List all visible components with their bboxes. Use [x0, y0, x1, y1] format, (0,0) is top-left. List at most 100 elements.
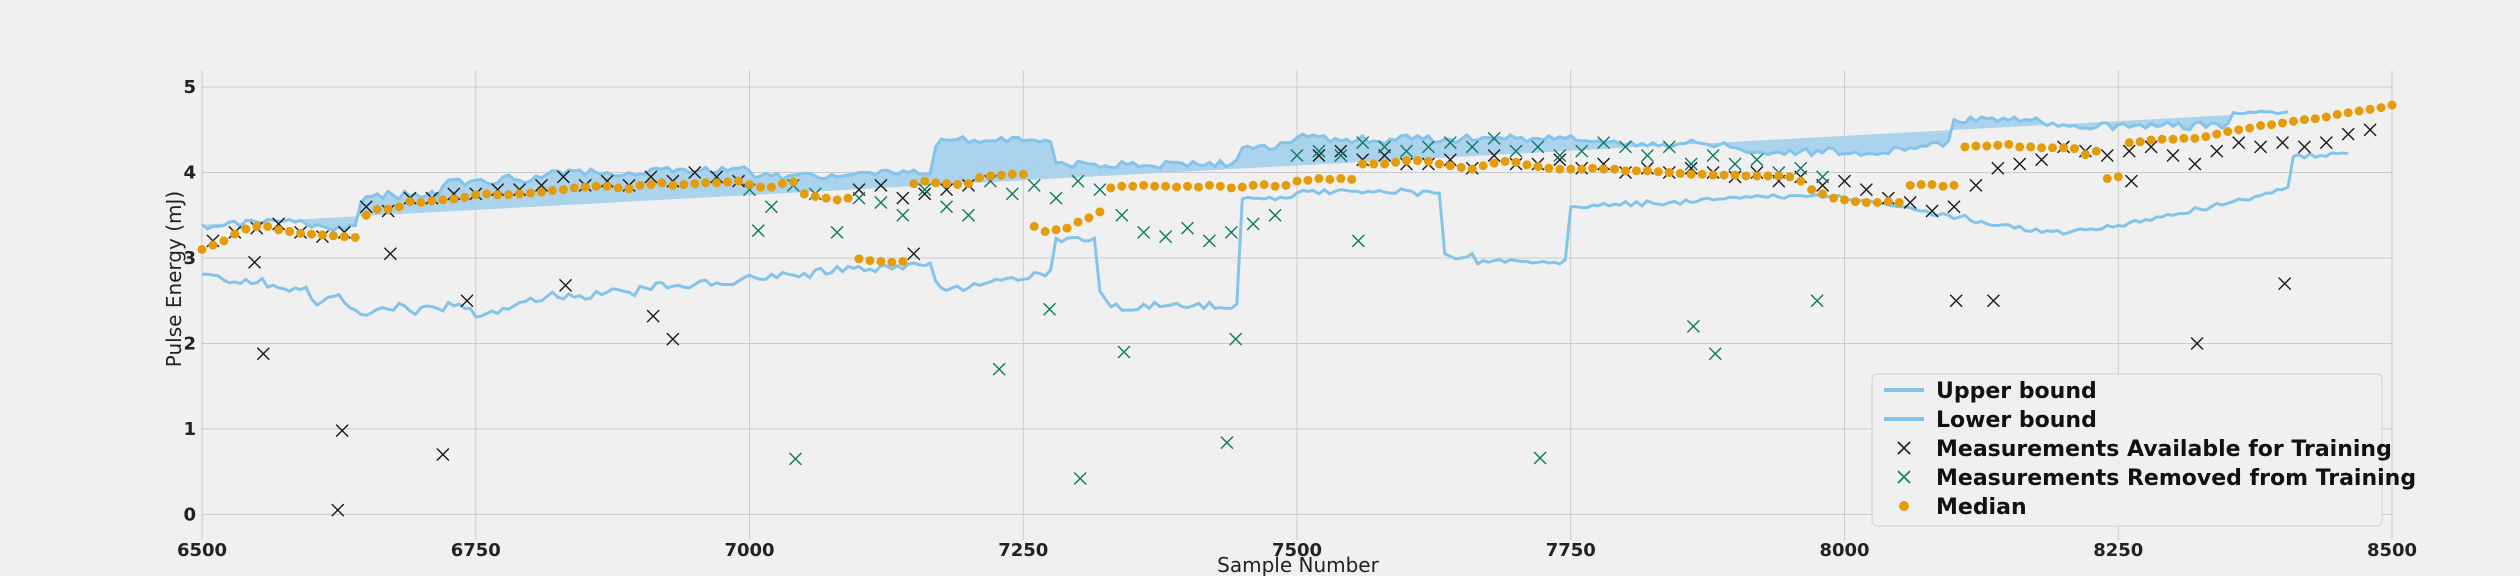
- median-point-166: [2015, 142, 2025, 152]
- median-point-125: [1566, 164, 1576, 174]
- median-point-150: [1840, 195, 1849, 205]
- median-point-189: [2267, 120, 2277, 130]
- available-point-85: [436, 448, 450, 462]
- median-point-118: [1489, 158, 1499, 168]
- median-point-3: [230, 229, 240, 239]
- median-point-200: [2387, 100, 2397, 110]
- median-point-121: [1522, 160, 1532, 170]
- available-point-62: [1991, 161, 2005, 175]
- median-point-178: [2146, 135, 2156, 145]
- x-tick-labels: 6500 6750 7000 7250 7500 7750 8000 8250 8500: [177, 540, 2417, 561]
- available-point-42: [1553, 153, 1567, 167]
- legend-median-swatch: [1899, 501, 1909, 511]
- removed-measurements: [743, 131, 1830, 485]
- median-point-145: [1785, 172, 1795, 182]
- median-point-109: [1391, 157, 1401, 167]
- median-point-93: [1215, 181, 1225, 191]
- median-point-115: [1456, 162, 1466, 172]
- median-point-60: [854, 254, 864, 264]
- median-point-101: [1303, 175, 1313, 185]
- median-point-76: [1029, 221, 1039, 231]
- median-point-62: [876, 256, 886, 266]
- median-point-86: [1139, 180, 1149, 190]
- removed-point-58: [1351, 234, 1365, 248]
- median-point-82: [1095, 207, 1105, 217]
- median-point-92: [1204, 180, 1214, 190]
- median-point-135: [1675, 168, 1685, 178]
- plot-area: [197, 100, 2397, 517]
- removed-point-9: [940, 200, 954, 214]
- median-point-22: [438, 195, 448, 205]
- median-point-106: [1358, 159, 1368, 169]
- removed-point-52: [992, 362, 1006, 376]
- median-point-169: [2048, 143, 2058, 153]
- median-point-105: [1347, 174, 1357, 184]
- median-point-123: [1544, 163, 1554, 173]
- median-point-183: [2201, 132, 2211, 142]
- median-point-161: [1960, 142, 1970, 152]
- median-point-72: [985, 171, 995, 181]
- median-point-180: [2168, 134, 2178, 144]
- legend-median-label: Median: [1936, 495, 2027, 520]
- median-point-94: [1226, 183, 1236, 193]
- median-point-37: [602, 181, 612, 191]
- median-point-43: [668, 180, 678, 190]
- available-point-20: [644, 170, 658, 184]
- removed-point-4: [830, 225, 844, 239]
- available-point-87: [559, 278, 573, 292]
- median-point-103: [1325, 174, 1335, 184]
- median-point-117: [1478, 161, 1488, 171]
- median-point-53: [777, 179, 787, 189]
- median-point-14: [350, 232, 360, 242]
- median-point-116: [1467, 164, 1477, 174]
- median-point-95: [1237, 182, 1247, 192]
- removed-point-35: [1509, 144, 1523, 158]
- available-point-83: [335, 424, 349, 438]
- median-point-97: [1259, 180, 1269, 190]
- median-point-186: [2234, 125, 2244, 135]
- removed-point-61: [1708, 347, 1722, 361]
- median-point-54: [788, 177, 798, 187]
- median-point-5: [252, 221, 262, 231]
- median-point-107: [1369, 159, 1379, 169]
- median-point-187: [2245, 123, 2255, 133]
- median-point-96: [1248, 180, 1258, 190]
- available-point-82: [331, 503, 345, 517]
- median-point-171: [2069, 144, 2079, 154]
- median-point-167: [2026, 142, 2036, 152]
- y-tick-label-0: 0: [183, 504, 196, 525]
- median-point-18: [394, 202, 404, 212]
- available-point-78: [2341, 127, 2355, 141]
- median-point-174: [2102, 174, 2112, 184]
- median-point-172: [2080, 150, 2090, 160]
- median-point-196: [2343, 108, 2353, 118]
- removed-point-40: [1619, 140, 1632, 154]
- removed-point-20: [1181, 221, 1194, 235]
- median-point-56: [810, 191, 820, 201]
- median-point-148: [1818, 189, 1828, 199]
- removed-point-57: [1229, 332, 1243, 346]
- median-point-9: [296, 228, 306, 238]
- median-point-142: [1752, 171, 1762, 181]
- median-point-110: [1402, 156, 1411, 166]
- removed-point-34: [1487, 131, 1501, 145]
- removed-point-48: [1794, 161, 1808, 175]
- y-tick-labels: 0 1 2 3 4 5: [183, 77, 196, 525]
- median-point-133: [1653, 167, 1663, 177]
- removed-point-6: [874, 195, 888, 209]
- median-point-188: [2256, 121, 2266, 131]
- median-point-36: [591, 181, 601, 191]
- removed-point-22: [1224, 225, 1238, 239]
- removed-point-15: [1071, 174, 1085, 188]
- available-point-59: [1925, 204, 1939, 218]
- available-point-91: [1949, 294, 1963, 308]
- median-point-70: [964, 179, 973, 189]
- median-point-126: [1577, 164, 1587, 174]
- median-point-59: [843, 193, 853, 203]
- median-point-83: [1106, 183, 1116, 193]
- median-point-140: [1730, 170, 1740, 180]
- median-point-55: [799, 189, 809, 199]
- median-point-170: [2059, 143, 2068, 153]
- median-point-1: [208, 240, 218, 250]
